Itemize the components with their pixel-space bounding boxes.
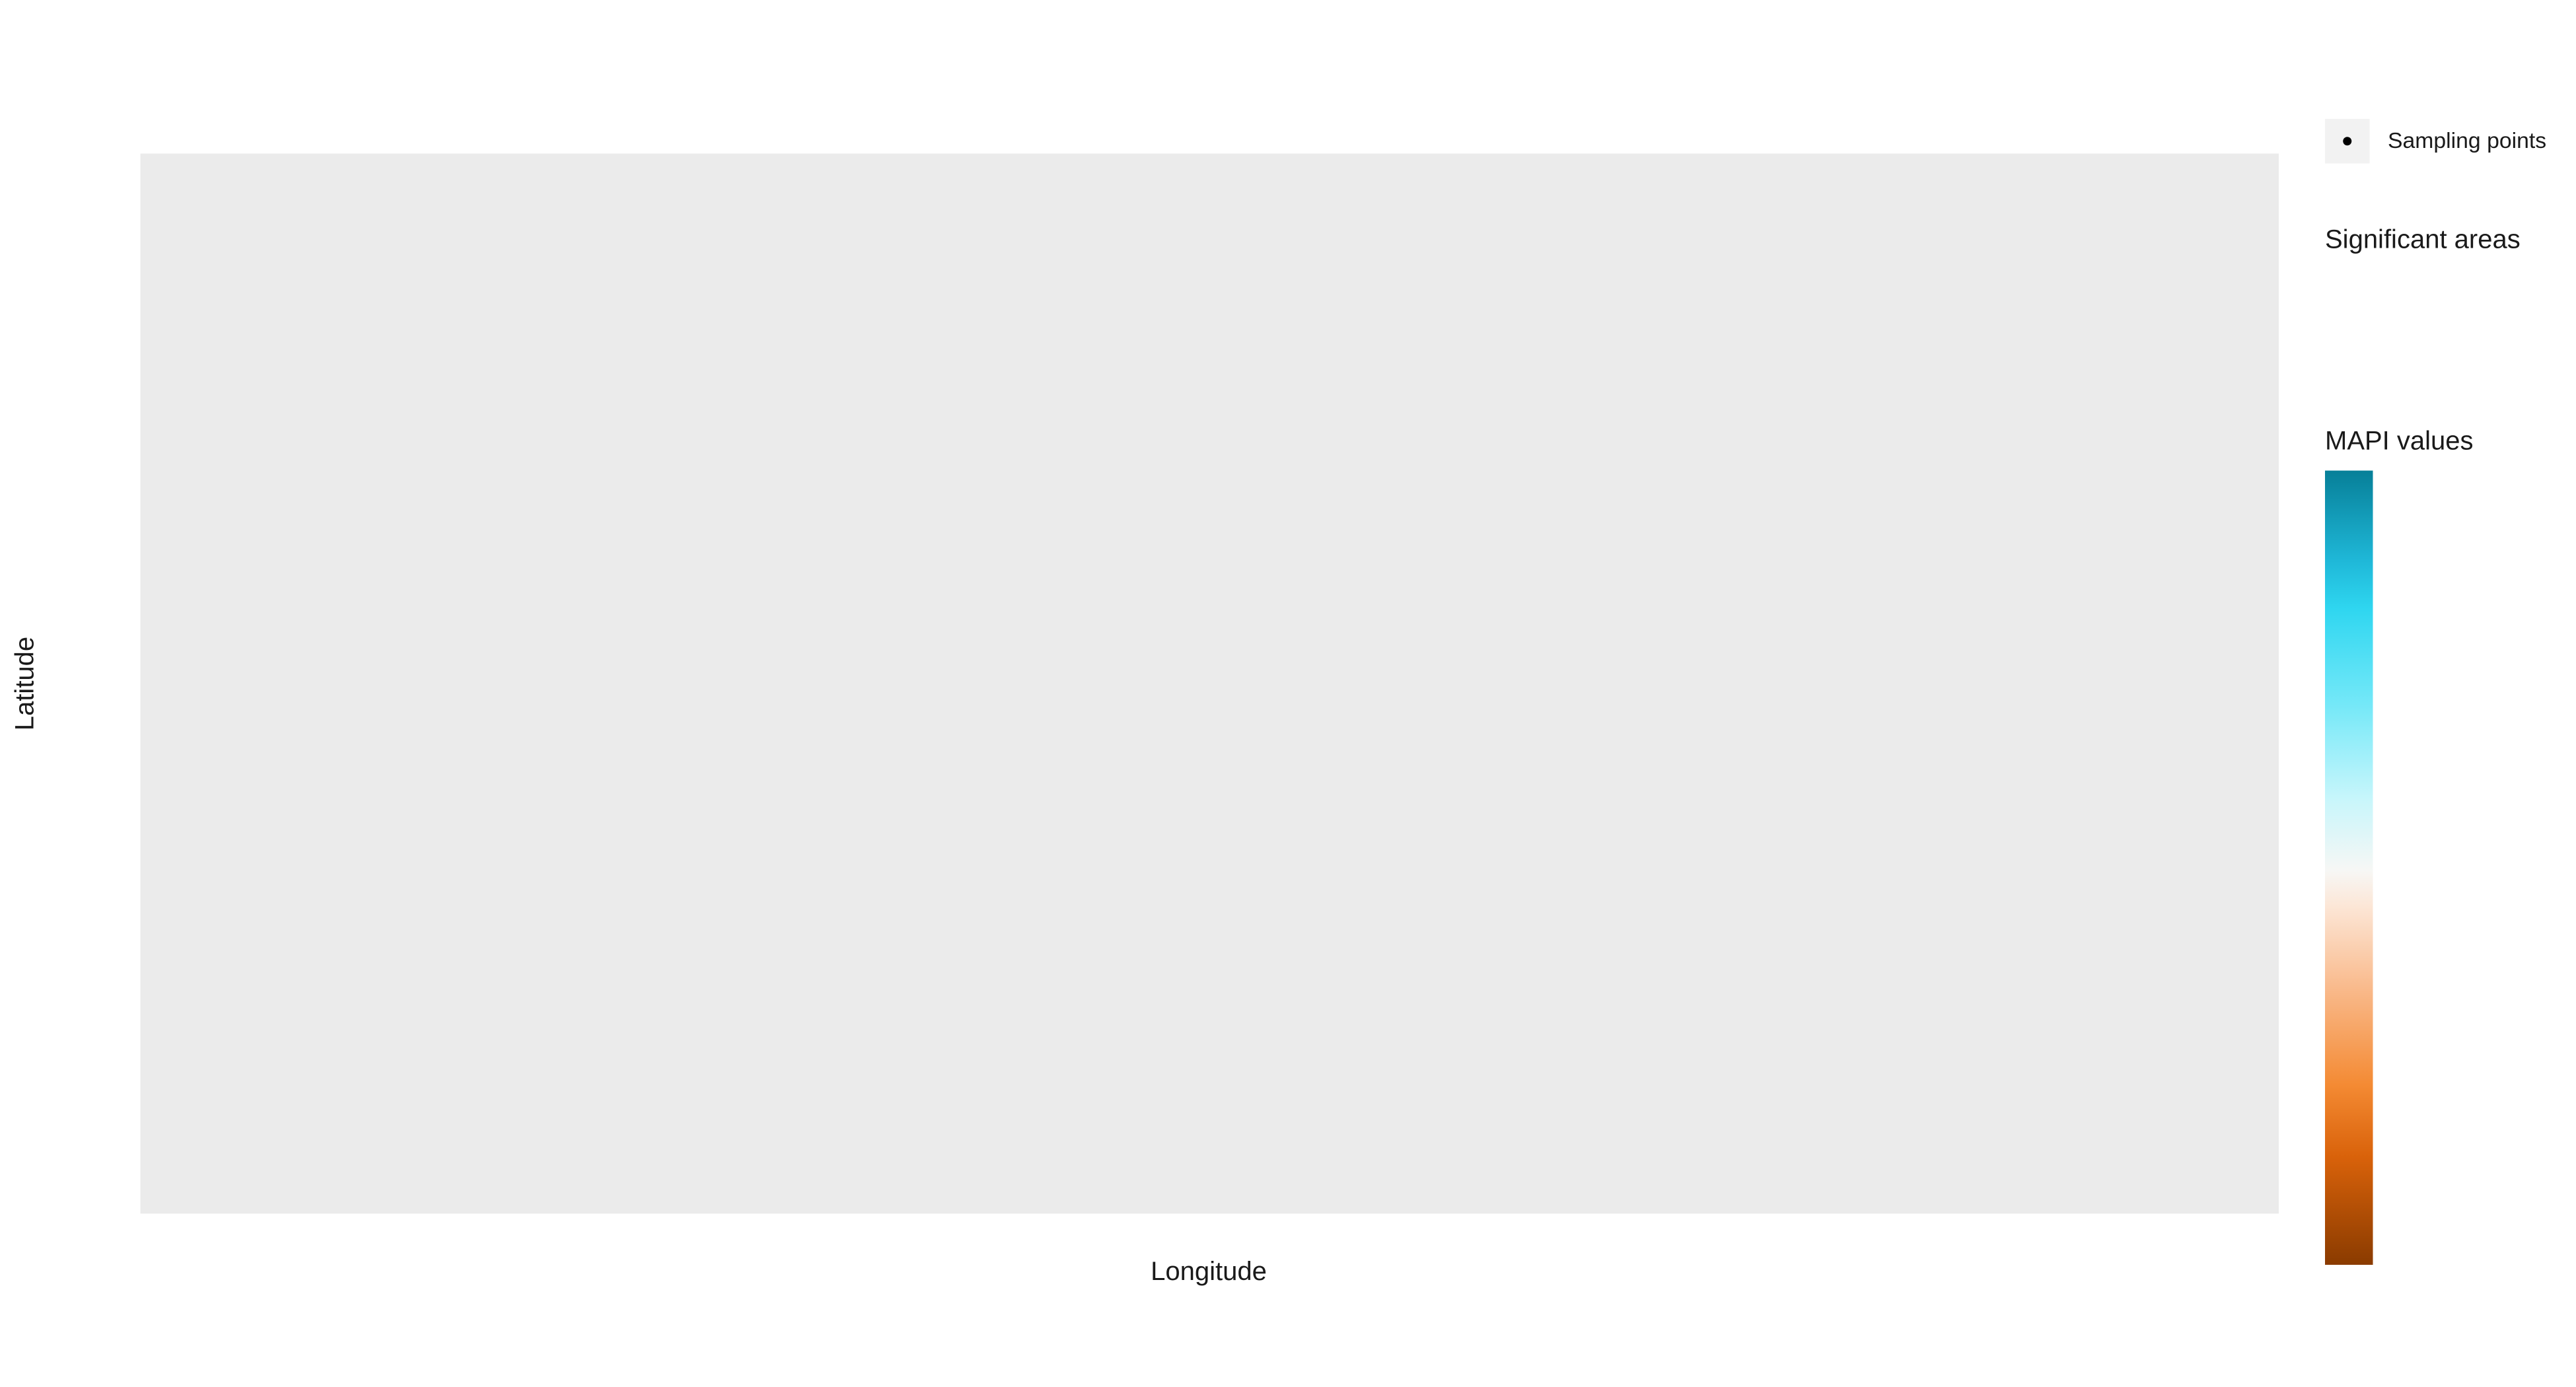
plot-panel (140, 153, 2279, 1214)
colorbar-title: MAPI values (2325, 427, 2474, 456)
legend-point-key (2343, 137, 2352, 146)
legend-title: Significant areas (2325, 225, 2521, 254)
colorbar (2325, 470, 2373, 1265)
y-axis-title: Latitude (11, 637, 40, 730)
x-axis-title: Longitude (1151, 1257, 1267, 1286)
legend-label: Sampling points (2388, 128, 2546, 153)
